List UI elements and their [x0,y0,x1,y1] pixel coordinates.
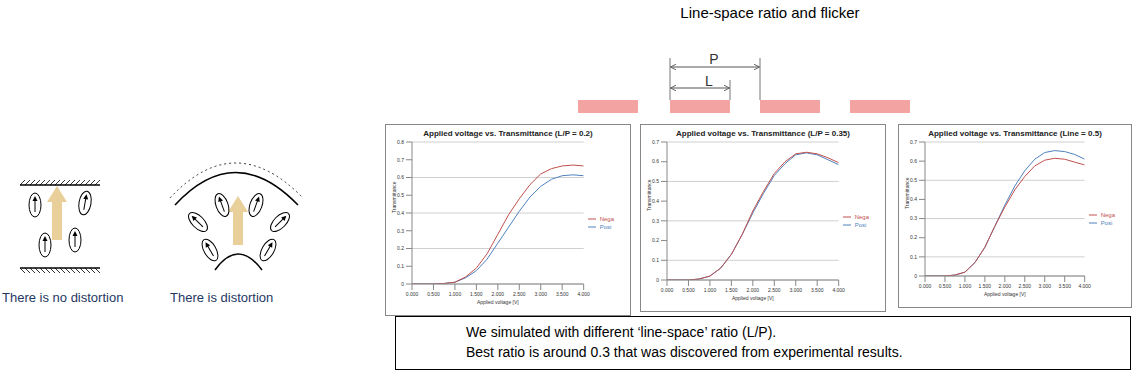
svg-text:0.7: 0.7 [397,157,404,163]
svg-text:0.2: 0.2 [910,234,917,240]
svg-text:3.000: 3.000 [789,287,802,293]
svg-text:Applied voltage [V]: Applied voltage [V] [732,295,774,301]
svg-text:0.3: 0.3 [652,218,659,224]
svg-text:3.500: 3.500 [1058,283,1071,289]
svg-text:2.000: 2.000 [999,283,1012,289]
svg-text:0.500: 0.500 [682,287,695,293]
svg-text:0.4: 0.4 [397,210,404,216]
svg-text:0.4: 0.4 [652,198,659,204]
svg-text:3.000: 3.000 [1038,283,1051,289]
html-text:Posi: Posi [1100,219,1113,226]
svg-text:3.500: 3.500 [811,287,824,293]
svg-text:2.000: 2.000 [747,287,760,293]
svg-text:0.1: 0.1 [397,263,404,269]
svg-text:Applied voltage [V]: Applied voltage [V] [984,291,1026,297]
svg-text:4.000: 4.000 [1078,283,1091,289]
html-text:There is no distortion: There is no distortion [2,290,124,305]
svg-text:4.000: 4.000 [832,287,845,293]
svg-text:Applied voltage [V]: Applied voltage [V] [477,299,519,305]
svg-text:0.6: 0.6 [397,174,404,180]
svg-text:0.000: 0.000 [406,291,419,297]
svg-text:0.7: 0.7 [910,139,917,145]
svg-text:0.2: 0.2 [652,237,659,243]
svg-text:0.6: 0.6 [652,158,659,164]
svg-text:4.000: 4.000 [577,291,590,297]
svg-text:0.1: 0.1 [652,257,659,263]
html-text:There is distortion: There is distortion [170,290,274,305]
svg-text:0.3: 0.3 [397,228,404,234]
html-text:Applied voltage vs. Transmitta: Applied voltage vs. Transmittance (L/P =… [423,129,593,138]
svg-text:0.4: 0.4 [910,196,917,202]
svg-text:1.500: 1.500 [470,291,483,297]
svg-text:0.500: 0.500 [427,291,440,297]
svg-text:2.500: 2.500 [768,287,781,293]
html-text:Nega: Nega [1100,211,1115,218]
svg-text:2.500: 2.500 [1019,283,1032,289]
svg-text:Transmittance: Transmittance [904,177,910,209]
svg-text:0.6: 0.6 [910,158,917,164]
svg-text:L: L [705,73,713,89]
svg-text:0.500: 0.500 [939,283,952,289]
html-text:Applied voltage vs. Transmitta: Applied voltage vs. Transmittance (Line … [928,129,1102,138]
svg-text:1.000: 1.000 [704,287,717,293]
svg-text:0.5: 0.5 [910,177,917,183]
html-text:Nega: Nega [599,215,614,222]
svg-text:1.000: 1.000 [449,291,462,297]
svg-text:0.1: 0.1 [910,254,917,260]
html-text:Posi: Posi [854,221,867,228]
svg-text:0.5: 0.5 [397,192,404,198]
svg-text:0.8: 0.8 [397,139,404,145]
svg-text:0.7: 0.7 [652,139,659,145]
svg-text:0.000: 0.000 [661,287,674,293]
html-text:Applied voltage vs. Transmitta: Applied voltage vs. Transmittance (L/P =… [676,129,850,138]
svg-text:0.5: 0.5 [652,178,659,184]
html-text:Line-space ratio and flicker: Line-space ratio and flicker [680,4,860,21]
svg-text:0: 0 [914,273,917,279]
html-text:We simulated with different ‘l: We simulated with different ‘line-space’… [466,324,777,340]
svg-text:0.000: 0.000 [919,283,932,289]
html-text:Posi: Posi [599,223,612,230]
svg-text:0: 0 [656,277,659,283]
svg-text:3.500: 3.500 [556,291,569,297]
svg-text:0: 0 [401,281,404,287]
svg-text:P: P [709,51,718,67]
svg-text:Transmittance: Transmittance [391,181,397,213]
svg-text:1.500: 1.500 [979,283,992,289]
svg-text:2.000: 2.000 [492,291,505,297]
svg-text:Transmittance: Transmittance [646,179,652,211]
svg-text:3.000: 3.000 [534,291,547,297]
svg-text:2.500: 2.500 [513,291,526,297]
html-text:Nega: Nega [854,213,869,220]
svg-text:0.2: 0.2 [397,245,404,251]
html-text:Best ratio is around 0.3 that: Best ratio is around 0.3 that was discov… [466,344,903,360]
svg-text:0.3: 0.3 [910,215,917,221]
svg-text:1.000: 1.000 [959,283,972,289]
svg-text:1.500: 1.500 [725,287,738,293]
